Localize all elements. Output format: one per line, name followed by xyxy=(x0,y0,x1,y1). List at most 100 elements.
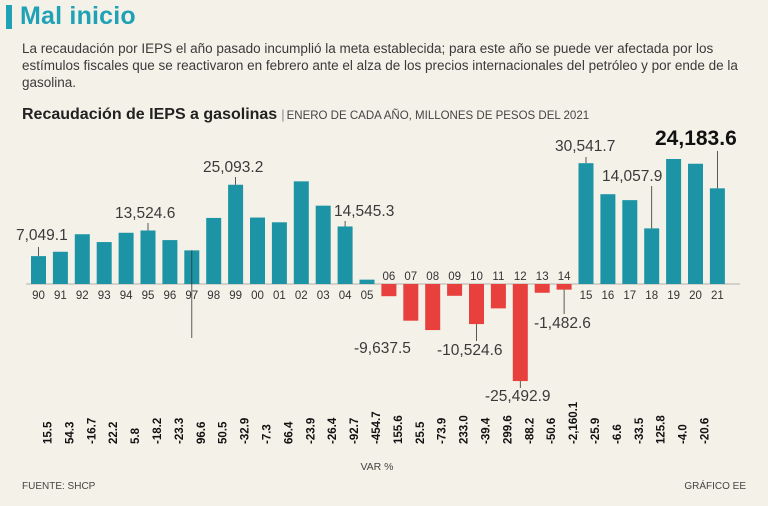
x-tick-label: 17 xyxy=(623,290,636,302)
bar-07 xyxy=(403,284,419,321)
var-pct-label: -33.5 xyxy=(634,417,646,444)
data-label: 25,093.2 xyxy=(203,159,263,176)
x-tick-label: 12 xyxy=(514,271,527,283)
var-pct-label: -39.4 xyxy=(480,417,492,444)
data-label: -1,482.6 xyxy=(534,315,591,332)
x-tick-label: 94 xyxy=(120,290,133,302)
x-tick-label: 21 xyxy=(711,290,724,302)
x-tick-label: 92 xyxy=(76,290,89,302)
data-label: 7,049.1 xyxy=(16,227,68,244)
x-tick-label: 11 xyxy=(492,271,504,283)
data-label: 14,057.9 xyxy=(602,168,662,185)
x-tick-label: 10 xyxy=(470,271,483,283)
bar-11 xyxy=(490,284,506,309)
title-accent-bar xyxy=(6,4,12,29)
x-tick-label: 95 xyxy=(142,290,155,302)
bar-06 xyxy=(381,284,397,297)
var-pct-label: -25.9 xyxy=(590,418,602,444)
x-tick-label: 01 xyxy=(273,290,286,302)
var-pct-label: -26.4 xyxy=(327,417,339,444)
var-pct-label: 96.6 xyxy=(196,422,208,444)
x-tick-label: 91 xyxy=(54,290,67,302)
x-tick-label: 14 xyxy=(558,271,571,283)
x-tick-label: 98 xyxy=(207,290,220,302)
var-pct-label: -2,160.1 xyxy=(568,401,580,444)
bar-95 xyxy=(140,230,156,284)
var-pct-label: -23.3 xyxy=(174,418,186,444)
var-pct-label: -20.6 xyxy=(699,418,711,444)
chart-header: Mal inicio xyxy=(6,2,136,31)
x-tick-label: 90 xyxy=(32,290,45,302)
var-pct-label: -7.3 xyxy=(261,424,273,444)
bar-21 xyxy=(709,188,725,284)
x-tick-label: 15 xyxy=(580,290,593,302)
bar-01 xyxy=(271,222,287,284)
x-tick-label: 04 xyxy=(339,290,352,302)
x-tick-label: 09 xyxy=(448,271,461,283)
bar-99 xyxy=(228,184,244,284)
x-tick-label: 08 xyxy=(426,271,439,283)
chart-subtitle: Recaudación de IEPS a gasolinas | ENERO DE… xyxy=(22,106,589,124)
var-pct-label: -454.7 xyxy=(371,411,383,444)
bar-96 xyxy=(162,240,178,284)
bar-92 xyxy=(74,234,90,284)
var-pct-label: -16.7 xyxy=(86,418,98,444)
var-pct-label: -4.0 xyxy=(678,424,690,444)
x-tick-label: 93 xyxy=(98,290,111,302)
data-label: 30,541.7 xyxy=(555,138,615,155)
x-tick-label: 05 xyxy=(361,290,374,302)
var-pct-axis-label: VAR % xyxy=(360,461,393,473)
bar-03 xyxy=(315,205,331,284)
bar-05 xyxy=(359,279,375,284)
var-pct-label: 25.5 xyxy=(415,421,427,444)
x-tick-label: 19 xyxy=(667,290,680,302)
subtitle-separator: | xyxy=(281,107,285,122)
bar-98 xyxy=(206,217,222,284)
bar-09 xyxy=(447,284,463,296)
x-tick-label: 13 xyxy=(536,271,549,283)
x-tick-label: 99 xyxy=(229,290,242,302)
bar-19 xyxy=(666,159,682,284)
chart-description: La recaudación por IEPS el año pasado in… xyxy=(22,41,738,90)
x-tick-label: 20 xyxy=(689,290,702,302)
bar-16 xyxy=(600,194,616,284)
source-note: FUENTE: SHCP xyxy=(22,481,96,492)
var-pct-label: 5.8 xyxy=(130,427,142,444)
x-tick-label: 96 xyxy=(164,290,177,302)
var-pct-label: 22.2 xyxy=(108,422,120,444)
bar-17 xyxy=(622,200,638,284)
bar-90 xyxy=(31,256,46,284)
var-pct-label: 125.8 xyxy=(656,415,668,444)
var-pct-label: -18.2 xyxy=(152,418,164,444)
x-tick-label: 00 xyxy=(251,290,264,302)
bar-15 xyxy=(578,163,594,284)
var-pct-label: -32.9 xyxy=(240,418,252,444)
bar-10 xyxy=(469,284,484,325)
var-pct-label: 299.6 xyxy=(502,415,514,444)
data-label: 14,545.3 xyxy=(334,203,394,220)
bar-12 xyxy=(512,284,528,382)
bar-94 xyxy=(118,232,134,284)
bar-04 xyxy=(337,226,353,284)
bar-00 xyxy=(250,217,265,284)
bar-20 xyxy=(688,163,703,284)
subtitle-title: Recaudación de IEPS a gasolinas xyxy=(22,106,278,123)
data-label: -10,524.6 xyxy=(437,342,503,359)
x-tick-label: 18 xyxy=(645,290,658,302)
data-label: -25,492.9 xyxy=(485,388,551,405)
bar-18 xyxy=(644,228,660,284)
var-pct-label: 50.5 xyxy=(218,421,230,444)
x-tick-label: 06 xyxy=(383,271,396,283)
bar-08 xyxy=(425,284,441,331)
x-tick-label: 03 xyxy=(317,290,330,302)
var-pct-label: 54.3 xyxy=(64,422,76,444)
bar-93 xyxy=(96,242,112,284)
bar-13 xyxy=(534,284,550,293)
subtitle-unit: ENERO DE CADA AÑO, MILLONES DE PESOS DEL… xyxy=(286,110,590,122)
var-pct-label: 15.5 xyxy=(43,421,55,444)
var-pct-label: -6.6 xyxy=(612,424,624,444)
var-pct-label: -92.7 xyxy=(349,418,361,444)
chart-title: Mal inicio xyxy=(20,2,136,30)
x-tick-label: 16 xyxy=(602,290,615,302)
